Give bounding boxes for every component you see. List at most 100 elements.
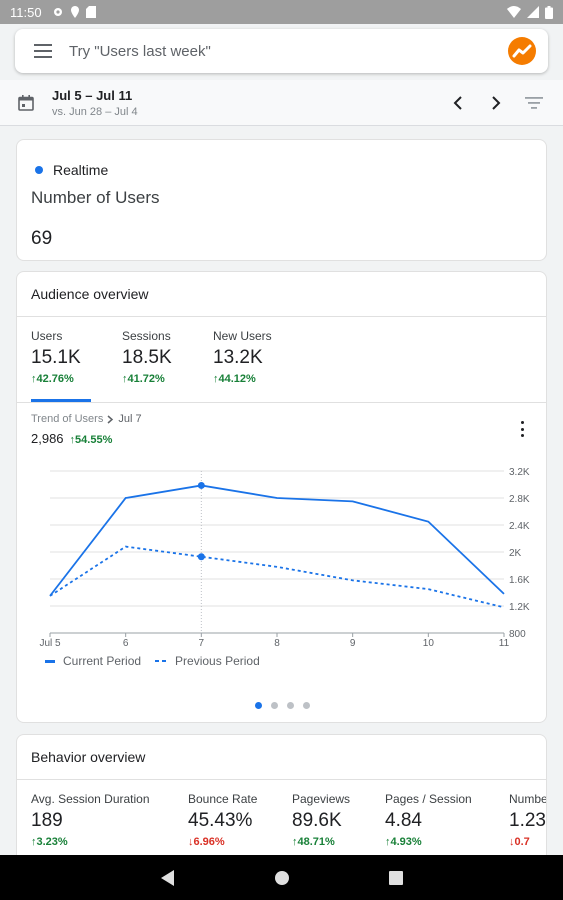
metric-number[interactable]: Number 1.23 ↓0.7: [509, 792, 546, 848]
chevron-right-icon: [107, 414, 114, 424]
battery-icon: [545, 5, 553, 19]
realtime-label: Realtime: [53, 162, 109, 178]
x-tick-label: 7: [199, 638, 205, 649]
breadcrumb-current: Jul 7: [118, 413, 142, 425]
y-tick-label: 2.8K: [509, 494, 530, 505]
metric-value: 189: [31, 810, 63, 831]
signal-icon: [527, 6, 539, 18]
metric-change: 44.12%: [218, 373, 256, 385]
breadcrumb: Trend of Users Jul 7: [31, 413, 532, 425]
chart-legend: Current Period Previous Period: [45, 654, 260, 668]
metric-avg-session-duration[interactable]: Avg. Session Duration 189 ↑3.23%: [31, 792, 188, 848]
metric-value: 15.1K: [31, 347, 81, 368]
status-bar: 11:50: [0, 0, 563, 24]
y-tick-label: 1.6K: [509, 575, 530, 586]
metric-pageviews[interactable]: Pageviews 89.6K ↑48.71%: [292, 792, 385, 848]
x-tick-label: 8: [274, 638, 280, 649]
metric-label: Avg. Session Duration: [31, 792, 150, 806]
y-tick-label: 2K: [509, 548, 522, 559]
pager-dot[interactable]: [303, 702, 310, 709]
metric-value: 1.23: [509, 810, 546, 831]
chevron-left-icon: [453, 95, 462, 110]
y-tick-label: 1.2K: [509, 602, 530, 613]
metric-change: 41.72%: [127, 373, 165, 385]
breadcrumb-root[interactable]: Trend of Users: [31, 413, 104, 425]
previous-period-line: [49, 545, 505, 609]
date-range-selector[interactable]: Jul 5 – Jul 11 vs. Jun 28 – Jul 4: [52, 88, 435, 118]
metric-tab-users[interactable]: Users 15.1K ↑42.76%: [31, 329, 122, 402]
dashed-line-swatch: [155, 659, 167, 662]
metric-change: 3.23%: [36, 836, 68, 848]
home-button[interactable]: [270, 866, 294, 890]
chevron-right-icon: [492, 95, 501, 110]
legend-item-previous: Previous Period: [155, 654, 260, 668]
filter-button[interactable]: [519, 88, 549, 118]
metric-change: 48.71%: [297, 836, 335, 848]
behavior-metrics: Avg. Session Duration 189 ↑3.23% Bounce …: [17, 780, 546, 848]
y-tick-label: 2.4K: [509, 521, 530, 532]
arrow-up-icon: ↑: [31, 836, 37, 848]
current-period-line: [49, 484, 505, 597]
metric-value: 45.43%: [188, 810, 253, 831]
arrow-up-icon: ↑: [122, 373, 128, 385]
x-tick-label: 10: [423, 638, 435, 649]
metric-label: Bounce Rate: [188, 792, 258, 806]
recents-button[interactable]: [384, 866, 408, 890]
metric-tab-sessions[interactable]: Sessions 18.5K ↑41.72%: [122, 329, 213, 402]
pager-dot[interactable]: [287, 702, 294, 709]
metric-value: 13.2K: [213, 347, 263, 368]
back-triangle-icon: [160, 869, 174, 886]
realtime-card[interactable]: Realtime Number of Users 69: [16, 139, 547, 261]
metric-value: 4.84: [385, 810, 422, 831]
metric-label: Sessions: [122, 329, 171, 343]
settings-icon: [53, 8, 62, 16]
metric-tab-new-users[interactable]: New Users 13.2K ↑44.12%: [213, 329, 304, 402]
x-tick-label: 11: [499, 638, 510, 649]
home-circle-icon: [274, 870, 289, 885]
calendar-icon[interactable]: [18, 94, 34, 111]
chart-pager: [17, 702, 548, 709]
analytics-logo-icon[interactable]: [508, 37, 536, 65]
behavior-overview-title: Behavior overview: [17, 735, 546, 780]
pager-dot[interactable]: [255, 702, 262, 709]
metric-label: Users: [31, 329, 63, 343]
arrow-up-icon: ↑: [292, 836, 298, 848]
selected-tab-indicator: [31, 399, 91, 402]
next-period-button[interactable]: [481, 88, 511, 118]
metric-change: 4.93%: [390, 836, 422, 848]
metric-pages-per-session[interactable]: Pages / Session 4.84 ↑4.93%: [385, 792, 509, 848]
audience-overview-title: Audience overview: [17, 272, 546, 317]
y-tick-label: 3.2K: [509, 467, 530, 478]
system-nav-bar: [0, 855, 563, 900]
arrow-up-icon: ↑: [385, 836, 391, 848]
recents-square-icon: [388, 870, 403, 885]
metric-value: 89.6K: [292, 810, 342, 831]
metric-label: New Users: [213, 329, 272, 343]
previous-period-button[interactable]: [443, 88, 473, 118]
metric-label: Pages / Session: [385, 792, 472, 806]
users-trend-chart[interactable]: 3.2K 2.8K 2.4K 2K 1.6K 1.2K 800 Jul 5 6 7 8 9 10 11: [17, 457, 548, 667]
legend-item-current: Current Period: [45, 654, 141, 668]
arrow-up-icon: ↑: [69, 434, 76, 446]
y-tick-label: 800: [509, 629, 526, 640]
solid-line-swatch: [45, 659, 55, 663]
menu-icon[interactable]: [33, 41, 53, 61]
legend-label: Previous Period: [175, 654, 260, 668]
x-tick-label: 9: [350, 638, 356, 649]
search-input[interactable]: Try "Users last week": [69, 42, 211, 60]
realtime-title: Number of Users: [31, 188, 160, 207]
metric-change: 0.7: [514, 836, 530, 848]
metric-bounce-rate[interactable]: Bounce Rate 45.43% ↓6.96%: [188, 792, 292, 848]
sd-card-icon: [85, 6, 96, 18]
audience-metrics: Users 15.1K ↑42.76% Sessions 18.5K ↑41.7…: [17, 317, 546, 403]
wifi-icon: [507, 6, 521, 18]
more-options-icon[interactable]: [514, 419, 530, 439]
back-button[interactable]: [156, 866, 180, 890]
pager-dot[interactable]: [271, 702, 278, 709]
x-tick-label: Jul 5: [39, 638, 61, 649]
trend-change: 54.55%: [75, 434, 113, 446]
arrow-up-icon: ↑: [213, 373, 219, 385]
search-bar[interactable]: Try "Users last week": [15, 29, 548, 73]
location-icon: [70, 6, 79, 18]
arrow-up-icon: ↑: [31, 373, 37, 385]
